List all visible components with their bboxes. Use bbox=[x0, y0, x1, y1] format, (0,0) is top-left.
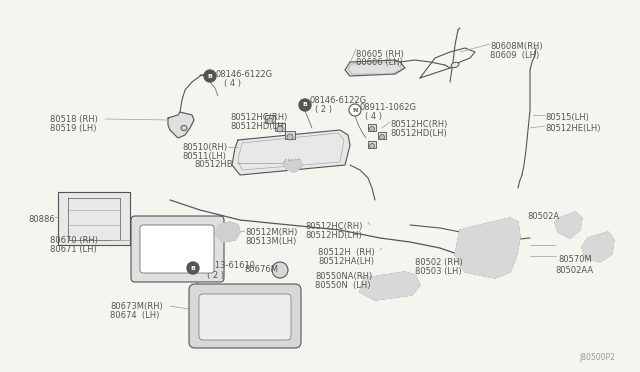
Text: 08146-6122G: 08146-6122G bbox=[216, 70, 273, 79]
Polygon shape bbox=[284, 160, 302, 172]
Polygon shape bbox=[168, 112, 194, 138]
Text: 80886: 80886 bbox=[28, 215, 55, 224]
Text: ( 4 ): ( 4 ) bbox=[365, 112, 382, 121]
Circle shape bbox=[187, 262, 199, 274]
Bar bbox=[265, 115, 275, 123]
Polygon shape bbox=[455, 218, 520, 278]
FancyBboxPatch shape bbox=[131, 216, 224, 282]
Text: N: N bbox=[352, 108, 358, 112]
Text: 80512HE(LH): 80512HE(LH) bbox=[545, 124, 600, 133]
Polygon shape bbox=[345, 60, 405, 76]
Bar bbox=[378, 132, 386, 139]
Text: 80502AA: 80502AA bbox=[555, 266, 593, 275]
Text: 08146-6122G: 08146-6122G bbox=[310, 96, 367, 105]
Circle shape bbox=[204, 70, 216, 82]
Text: 80512HA(LH): 80512HA(LH) bbox=[318, 257, 374, 266]
Circle shape bbox=[349, 104, 361, 116]
Text: 80502 (RH): 80502 (RH) bbox=[415, 258, 463, 267]
Text: 80518 (RH): 80518 (RH) bbox=[50, 115, 98, 124]
Text: 80512HB: 80512HB bbox=[194, 160, 232, 169]
Text: 80502A: 80502A bbox=[527, 212, 559, 221]
Text: 80511(LH): 80511(LH) bbox=[182, 152, 226, 161]
Text: 80503 (LH): 80503 (LH) bbox=[415, 267, 461, 276]
Text: 80513M(LH): 80513M(LH) bbox=[245, 237, 296, 246]
Text: ( 4 ): ( 4 ) bbox=[224, 79, 241, 88]
Text: 80512HD(LH): 80512HD(LH) bbox=[305, 231, 362, 240]
Polygon shape bbox=[232, 130, 350, 175]
Polygon shape bbox=[215, 222, 240, 242]
FancyBboxPatch shape bbox=[199, 294, 291, 340]
Text: 80510(RH): 80510(RH) bbox=[182, 143, 227, 152]
Text: 80673M(RH): 80673M(RH) bbox=[110, 302, 163, 311]
Text: 80512HD(LH): 80512HD(LH) bbox=[230, 122, 287, 131]
Text: 80550NA(RH): 80550NA(RH) bbox=[315, 272, 372, 281]
Text: 80674  (LH): 80674 (LH) bbox=[110, 311, 159, 320]
Text: 80676M: 80676M bbox=[244, 265, 278, 274]
Text: 80519 (LH): 80519 (LH) bbox=[50, 124, 97, 133]
Circle shape bbox=[272, 262, 288, 278]
Text: 80512HC(RH): 80512HC(RH) bbox=[305, 222, 362, 231]
Polygon shape bbox=[58, 192, 130, 245]
Polygon shape bbox=[360, 272, 420, 300]
Circle shape bbox=[380, 135, 385, 140]
Text: 80512M(RH): 80512M(RH) bbox=[245, 228, 298, 237]
FancyBboxPatch shape bbox=[189, 284, 301, 348]
Text: 80515(LH): 80515(LH) bbox=[545, 113, 589, 122]
Text: ( 2 ): ( 2 ) bbox=[315, 105, 332, 114]
FancyBboxPatch shape bbox=[140, 225, 214, 273]
Text: 08513-61610: 08513-61610 bbox=[200, 261, 256, 270]
Circle shape bbox=[299, 99, 311, 111]
Text: 80609  (LH): 80609 (LH) bbox=[490, 51, 540, 60]
Text: 80570M: 80570M bbox=[558, 255, 592, 264]
Bar bbox=[368, 141, 376, 148]
Circle shape bbox=[287, 134, 293, 140]
Text: 80671 (LH): 80671 (LH) bbox=[50, 245, 97, 254]
Text: 80512HC(RH): 80512HC(RH) bbox=[230, 113, 287, 122]
Text: 80606 (LH): 80606 (LH) bbox=[356, 58, 403, 67]
Polygon shape bbox=[555, 212, 582, 238]
Polygon shape bbox=[582, 232, 614, 262]
Bar bbox=[275, 123, 285, 131]
Circle shape bbox=[369, 144, 374, 148]
Text: 80512HD(LH): 80512HD(LH) bbox=[390, 129, 447, 138]
Text: 08911-1062G: 08911-1062G bbox=[360, 103, 417, 112]
Text: 80550N  (LH): 80550N (LH) bbox=[315, 281, 371, 290]
Text: 80670 (RH): 80670 (RH) bbox=[50, 236, 98, 245]
Text: 80512H  (RH): 80512H (RH) bbox=[318, 248, 375, 257]
Ellipse shape bbox=[181, 125, 187, 131]
Text: J80500P2: J80500P2 bbox=[579, 353, 615, 362]
Bar bbox=[285, 131, 295, 139]
Ellipse shape bbox=[451, 62, 459, 68]
Text: B: B bbox=[303, 103, 307, 108]
Text: 80608M(RH): 80608M(RH) bbox=[490, 42, 543, 51]
Text: 80605 (RH): 80605 (RH) bbox=[356, 50, 404, 59]
Circle shape bbox=[369, 126, 374, 131]
Bar bbox=[368, 124, 376, 131]
Text: B: B bbox=[207, 74, 212, 78]
Text: 80512HC(RH): 80512HC(RH) bbox=[390, 120, 447, 129]
Circle shape bbox=[267, 118, 273, 124]
Circle shape bbox=[277, 126, 283, 132]
Text: ( 2 ): ( 2 ) bbox=[207, 271, 224, 280]
Text: B: B bbox=[191, 266, 195, 270]
